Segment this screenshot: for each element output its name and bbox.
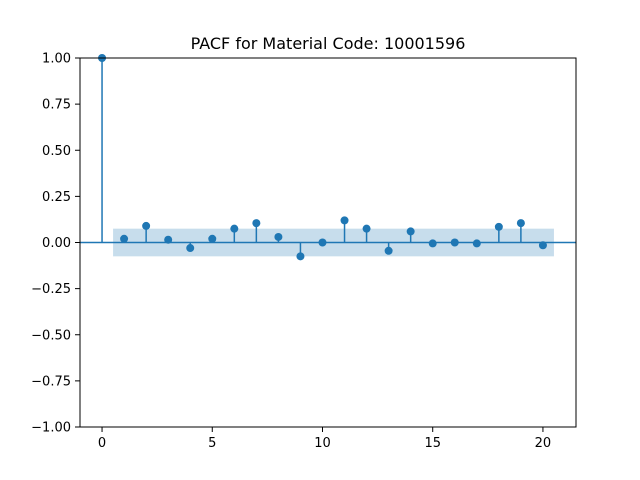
- stem-marker-lag-2: [142, 221, 151, 230]
- stem-marker-lag-8: [274, 232, 283, 241]
- stem-marker-lag-18: [494, 222, 503, 231]
- stem-marker-lag-16: [450, 238, 459, 247]
- y-tick-label: 0.75: [42, 98, 71, 113]
- x-tick-label: 5: [208, 436, 216, 451]
- stem-marker-lag-20: [538, 241, 547, 250]
- stem-marker-lag-5: [208, 234, 217, 243]
- x-tick-label: 20: [535, 436, 552, 451]
- stem-marker-lag-13: [384, 246, 393, 255]
- y-tick-label: −1.00: [31, 421, 71, 436]
- stem-marker-lag-10: [318, 238, 327, 247]
- y-tick-label: 0.25: [42, 190, 71, 205]
- stem-marker-lag-15: [428, 239, 437, 248]
- y-tick-label: 1.00: [42, 52, 71, 67]
- stem-marker-lag-19: [516, 219, 525, 228]
- y-tick-label: 0.50: [42, 144, 71, 159]
- x-tick-label: 10: [314, 436, 331, 451]
- stem-marker-lag-3: [164, 235, 173, 244]
- stem-marker-lag-14: [406, 227, 415, 236]
- x-tick-label: 15: [424, 436, 441, 451]
- stem-marker-lag-6: [230, 224, 239, 233]
- stem-marker-lag-1: [120, 234, 129, 243]
- stem-marker-lag-4: [186, 244, 195, 253]
- stem-marker-lag-11: [340, 216, 349, 225]
- stem-marker-lag-12: [362, 224, 371, 233]
- stem-marker-lag-9: [296, 252, 305, 261]
- y-tick-label: −0.25: [31, 282, 71, 297]
- stem-marker-lag-7: [252, 219, 261, 228]
- y-tick-label: −0.75: [31, 374, 71, 389]
- x-tick-label: 0: [98, 436, 106, 451]
- stem-marker-lag-17: [472, 239, 481, 248]
- chart-title: PACF for Material Code: 10001596: [191, 34, 466, 53]
- y-tick-label: 0.00: [42, 236, 71, 251]
- y-tick-label: −0.50: [31, 328, 71, 343]
